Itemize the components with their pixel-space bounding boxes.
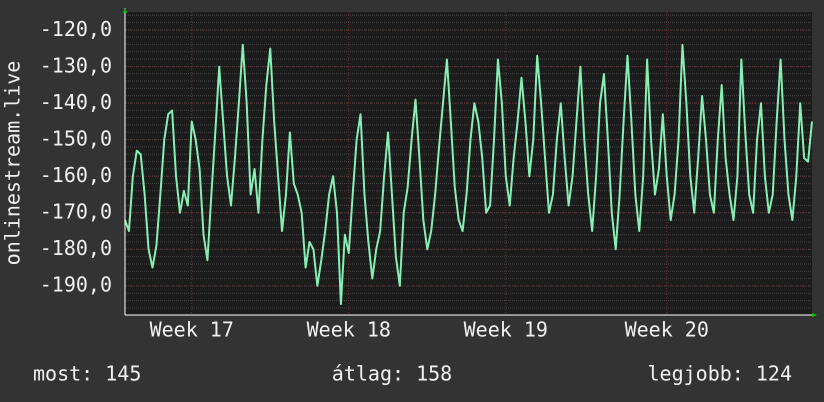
x-tick-label: Week 19 <box>464 318 548 342</box>
plot <box>124 12 813 315</box>
stat-current: most: 145 <box>33 362 141 386</box>
x-tick-label: Week 17 <box>150 318 234 342</box>
y-tick-label: -160,0 <box>40 163 112 187</box>
y-tick-label: -140,0 <box>40 90 112 114</box>
y-arrow <box>123 8 127 13</box>
series-line <box>124 43 813 306</box>
y-tick-label: -190,0 <box>40 272 112 296</box>
x-arrow <box>812 313 817 317</box>
stat-best: legjobb: 124 <box>648 362 793 386</box>
stat-average: átlag: 158 <box>332 362 452 386</box>
x-tick-label: Week 18 <box>307 318 391 342</box>
y-tick-label: -180,0 <box>40 236 112 260</box>
y-tick-label: -130,0 <box>40 53 112 77</box>
y-tick-label: -150,0 <box>40 126 112 150</box>
y-tick-label: -170,0 <box>40 199 112 223</box>
y-tick-label: -120,0 <box>40 17 112 41</box>
y-axis-label: onlinestream.live <box>1 61 25 266</box>
x-tick-label: Week 20 <box>625 318 709 342</box>
